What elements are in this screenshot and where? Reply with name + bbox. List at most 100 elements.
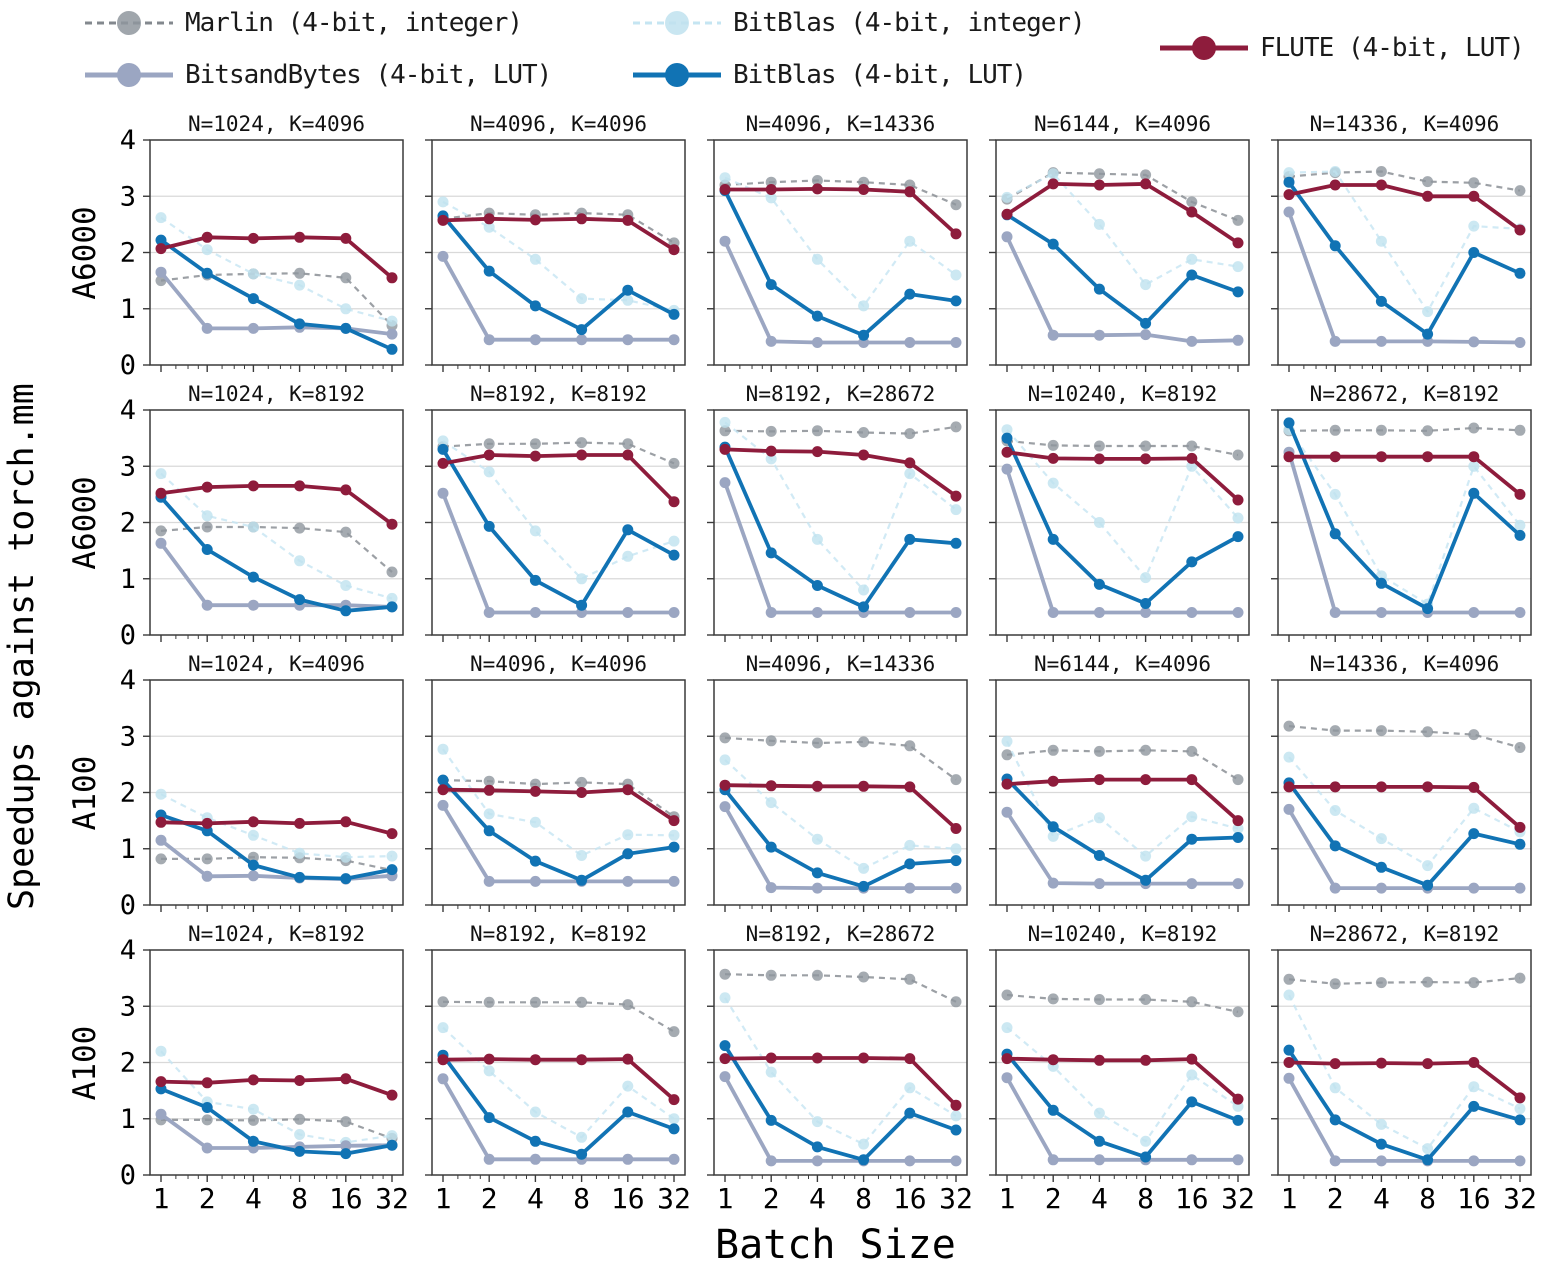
svg-text:1: 1 bbox=[120, 564, 136, 595]
svg-text:4: 4 bbox=[1091, 1182, 1108, 1215]
subplot-title: N=6144, K=4096 bbox=[1033, 652, 1211, 676]
subplot-plot-A100-N=28672K=8192: 1 2 4 8 16 32 bbox=[1271, 949, 1537, 1215]
row-label-a6000-1: A6000 bbox=[67, 475, 103, 570]
legend-item-bitsandbytes: BitsandBytes (4-bit, LUT) bbox=[85, 60, 552, 90]
svg-text:1: 1 bbox=[435, 1182, 452, 1215]
svg-text:2: 2 bbox=[120, 508, 136, 539]
svg-text:2: 2 bbox=[120, 778, 136, 809]
svg-text:1: 1 bbox=[717, 1182, 734, 1215]
svg-text:0: 0 bbox=[120, 890, 136, 921]
svg-text:0: 0 bbox=[120, 1160, 136, 1191]
svg-text:8: 8 bbox=[573, 1182, 590, 1215]
svg-text:1: 1 bbox=[120, 294, 136, 325]
subplot-title: N=4096, K=14336 bbox=[745, 112, 936, 136]
svg-text:4: 4 bbox=[120, 395, 136, 426]
legend-label: Marlin (4-bit, integer) bbox=[185, 8, 523, 38]
svg-text:8: 8 bbox=[1419, 1182, 1436, 1215]
subplot-plot-A6000-N=4096K=4096 bbox=[425, 139, 686, 372]
svg-text:2: 2 bbox=[1327, 1182, 1344, 1215]
svg-text:32: 32 bbox=[657, 1182, 691, 1215]
subplot-title: N=8192, K=8192 bbox=[469, 382, 647, 406]
svg-text:1: 1 bbox=[120, 1104, 136, 1135]
subplot-title: N=8192, K=28672 bbox=[745, 922, 936, 946]
svg-text:16: 16 bbox=[329, 1182, 363, 1215]
subplot-title: N=8192, K=8192 bbox=[469, 922, 647, 946]
svg-text:8: 8 bbox=[855, 1182, 872, 1215]
svg-text:3: 3 bbox=[120, 451, 136, 482]
subplot-title: N=10240, K=8192 bbox=[1027, 922, 1218, 946]
svg-text:4: 4 bbox=[120, 125, 136, 156]
svg-text:1: 1 bbox=[999, 1182, 1016, 1215]
svg-text:2: 2 bbox=[120, 1048, 136, 1079]
subplot-plot-A100-N=1024K=4096: 0 1 2 3 4 bbox=[120, 665, 404, 921]
svg-text:3: 3 bbox=[120, 721, 136, 752]
subplot-title: N=10240, K=8192 bbox=[1027, 382, 1218, 406]
svg-text:1: 1 bbox=[153, 1182, 170, 1215]
svg-text:8: 8 bbox=[291, 1182, 308, 1215]
svg-text:3: 3 bbox=[120, 181, 136, 212]
subplot-plot-A6000-N=8192K=28672 bbox=[707, 409, 968, 642]
svg-text:3: 3 bbox=[120, 991, 136, 1022]
subplot-plot-A100-N=14336K=4096 bbox=[1271, 679, 1532, 912]
svg-text:4: 4 bbox=[120, 665, 136, 696]
svg-text:16: 16 bbox=[1457, 1182, 1491, 1215]
svg-text:2: 2 bbox=[481, 1182, 498, 1215]
subplot-title: N=1024, K=4096 bbox=[187, 112, 365, 136]
svg-text:0: 0 bbox=[120, 620, 136, 651]
bitblas-int-line-marker-icon bbox=[633, 8, 721, 38]
svg-text:32: 32 bbox=[1503, 1182, 1537, 1215]
svg-text:4: 4 bbox=[809, 1182, 826, 1215]
svg-text:4: 4 bbox=[1373, 1182, 1390, 1215]
subplot-title: N=1024, K=8192 bbox=[187, 382, 365, 406]
svg-text:32: 32 bbox=[375, 1182, 409, 1215]
marlin-line-marker-icon bbox=[85, 8, 173, 38]
subplot-plot-A100-N=4096K=14336 bbox=[707, 679, 968, 912]
subplot-plot-A6000-N=6144K=4096 bbox=[989, 139, 1250, 372]
svg-text:1: 1 bbox=[1281, 1182, 1298, 1215]
subplot-plot-A6000-N=28672K=8192 bbox=[1271, 409, 1532, 642]
subplot-title: N=28672, K=8192 bbox=[1309, 382, 1500, 406]
subplot-title: N=4096, K=4096 bbox=[469, 112, 647, 136]
subplot-plot-A6000-N=4096K=14336 bbox=[707, 139, 968, 372]
svg-text:32: 32 bbox=[939, 1182, 973, 1215]
x-axis-title: Batch Size bbox=[715, 1222, 956, 1268]
subplot-title: N=4096, K=4096 bbox=[469, 652, 647, 676]
svg-text:2: 2 bbox=[199, 1182, 216, 1215]
svg-text:32: 32 bbox=[1221, 1182, 1255, 1215]
subplot-plot-A100-N=10240K=8192: 1 2 4 8 16 32 bbox=[989, 949, 1255, 1215]
svg-text:2: 2 bbox=[763, 1182, 780, 1215]
subplot-title: N=1024, K=8192 bbox=[187, 922, 365, 946]
legend-label: BitBlas (4-bit, LUT) bbox=[733, 60, 1027, 90]
subplot-plot-A100-N=6144K=4096 bbox=[989, 679, 1250, 912]
bitsandbytes-line-marker-icon bbox=[85, 60, 173, 90]
subplot-title: N=4096, K=14336 bbox=[745, 652, 936, 676]
subplot-title: N=6144, K=4096 bbox=[1033, 112, 1211, 136]
svg-text:16: 16 bbox=[1175, 1182, 1209, 1215]
legend-item-bitblas-lut: BitBlas (4-bit, LUT) bbox=[633, 60, 1027, 90]
legend-label: BitBlas (4-bit, integer) bbox=[733, 8, 1086, 38]
subplot-plot-A6000-N=10240K=8192 bbox=[989, 409, 1250, 642]
svg-text:8: 8 bbox=[1137, 1182, 1154, 1215]
subplot-plot-A100-N=8192K=8192: 1 2 4 8 16 32 bbox=[425, 949, 691, 1215]
subplot-title: N=1024, K=4096 bbox=[187, 652, 365, 676]
svg-text:16: 16 bbox=[893, 1182, 927, 1215]
legend-label: BitsandBytes (4-bit, LUT) bbox=[185, 60, 552, 90]
svg-text:4: 4 bbox=[527, 1182, 544, 1215]
legend-label: FLUTE (4-bit, LUT) bbox=[1260, 33, 1525, 63]
legend-item-bitblas-int: BitBlas (4-bit, integer) bbox=[633, 8, 1086, 38]
flute-line-marker-icon bbox=[1160, 33, 1248, 63]
svg-text:2: 2 bbox=[120, 238, 136, 269]
legend-item-flute: FLUTE (4-bit, LUT) bbox=[1160, 33, 1525, 63]
subplot-title: N=14336, K=4096 bbox=[1309, 112, 1500, 136]
subplot-plot-A6000-N=8192K=8192 bbox=[425, 409, 686, 642]
subplot-plot-A6000-N=1024K=4096: 0 1 2 3 4 bbox=[120, 125, 404, 381]
row-label-a100-2: A100 bbox=[67, 755, 103, 830]
bitblas-lut-line-marker-icon bbox=[633, 60, 721, 90]
svg-text:4: 4 bbox=[120, 935, 136, 966]
legend-item-marlin: Marlin (4-bit, integer) bbox=[85, 8, 523, 38]
subplot-title: N=8192, K=28672 bbox=[745, 382, 936, 406]
svg-text:1: 1 bbox=[120, 834, 136, 865]
row-label-a100-3: A100 bbox=[67, 1025, 103, 1100]
